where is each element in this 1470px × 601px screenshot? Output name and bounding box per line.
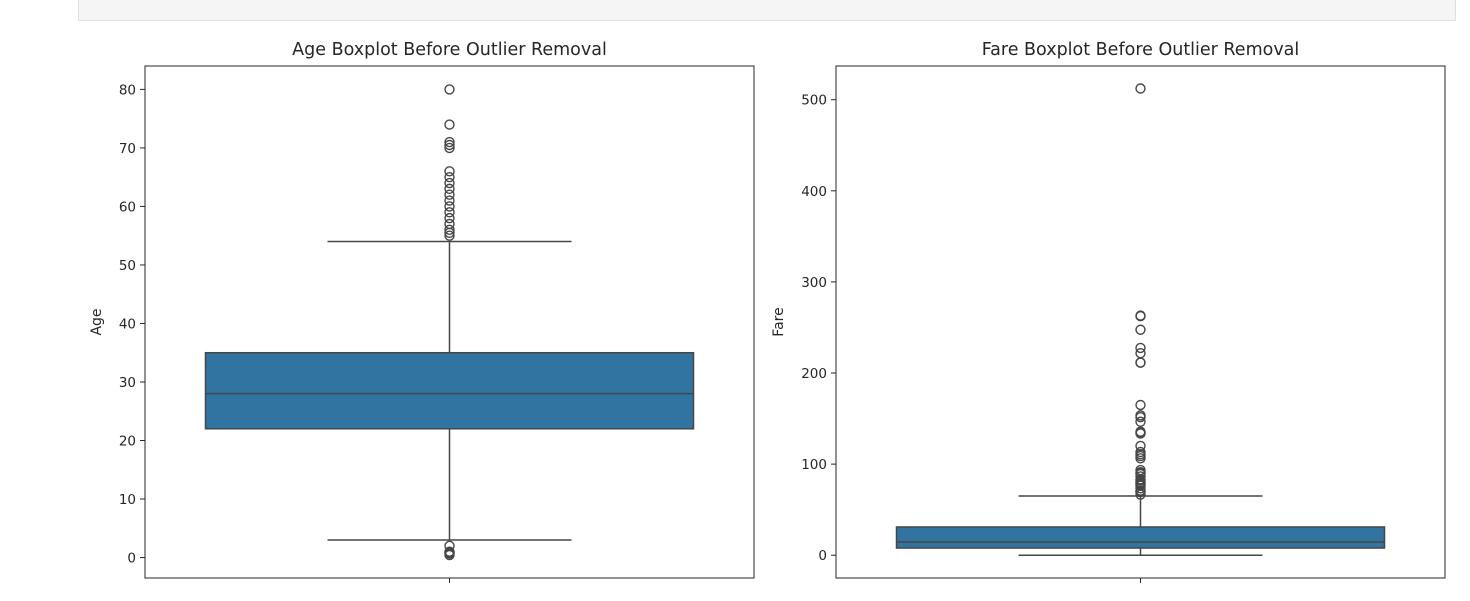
- age-plot-area: 0 10 20 30 40 50 60 70 80: [119, 65, 755, 583]
- fare-outlier-point: [1135, 446, 1146, 458]
- fare-y-tick-label: 100: [801, 457, 827, 473]
- fare-outlier-point: [1135, 310, 1146, 321]
- fare-y-tick-label: 200: [801, 366, 827, 382]
- age-outlier-point: [444, 212, 455, 224]
- age-outlier-point: [444, 177, 455, 189]
- fare-outlier-point: [1135, 416, 1146, 427]
- age-outlier-point: [444, 195, 455, 206]
- fare-outlier-point: [1135, 83, 1146, 94]
- fare-y-tick-label: 0: [818, 548, 827, 564]
- fare-axes-frame: [835, 65, 1446, 579]
- age-outlier-point: [444, 139, 455, 151]
- fare-y-tick-label: 300: [801, 275, 827, 291]
- age-outlier-point: [444, 201, 455, 212]
- fare-y-axis-label: Fare: [771, 307, 787, 336]
- age-outlier-point: [444, 546, 455, 557]
- age-y-tick-label: 0: [127, 551, 136, 567]
- age-outlier-point: [444, 84, 455, 95]
- age-outlier-point: [444, 230, 455, 241]
- fare-outlier-point: [1135, 347, 1146, 359]
- age-outlier-point: [444, 171, 455, 183]
- age-axes-frame: [144, 65, 755, 579]
- notebook-cell-top: [78, 0, 1456, 21]
- age-y-tick-label: 50: [119, 258, 136, 274]
- age-y-tick-label: 10: [119, 492, 136, 508]
- age-y-tick-label: 40: [119, 316, 136, 332]
- age-outlier-point: [444, 189, 455, 200]
- age-outlier-point: [444, 540, 455, 552]
- age-y-tick-label: 80: [119, 82, 136, 98]
- age-chart-title: Age Boxplot Before Outlier Removal: [292, 40, 607, 60]
- age-y-tick-label: 60: [119, 199, 136, 215]
- age-outlier-point: [444, 136, 455, 148]
- fare-outlier-point: [1135, 357, 1146, 368]
- age-outlier-point: [444, 224, 455, 236]
- fare-boxplot-panel: Fare Boxplot Before Outlier Removal Fare…: [771, 40, 1446, 583]
- age-y-tick-label: 30: [119, 375, 136, 391]
- age-outlier-point: [444, 119, 455, 130]
- fare-outlier-point: [1135, 426, 1146, 437]
- fare-outlier-point: [1135, 324, 1146, 335]
- fare-outlier-point: [1135, 440, 1146, 452]
- fare-outlier-point: [1135, 464, 1146, 476]
- age-boxplot-panel: Age Boxplot Before Outlier Removal Age 0…: [89, 40, 755, 583]
- fare-outlier-point: [1135, 399, 1146, 411]
- age-outlier-point: [444, 142, 455, 154]
- age-outlier-point: [444, 207, 455, 218]
- age-y-tick-label: 20: [119, 433, 136, 449]
- fare-iqr-box: [895, 526, 1386, 549]
- fare-chart-title: Fare Boxplot Before Outlier Removal: [982, 40, 1300, 60]
- fare-outlier-point: [1135, 410, 1146, 421]
- age-y-axis-label: Age: [89, 308, 105, 335]
- fare-y-tick-label: 400: [801, 184, 827, 200]
- fare-outlier-point: [1135, 342, 1146, 354]
- fare-plot-area: 0 100 200 300 400 500: [801, 65, 1446, 583]
- age-y-tick-label: 70: [119, 141, 136, 157]
- age-outlier-point: [444, 183, 455, 195]
- age-outlier-point: [444, 218, 455, 230]
- age-outlier-point: [444, 166, 455, 177]
- fare-y-tick-label: 500: [801, 93, 827, 109]
- age-iqr-box: [204, 351, 695, 430]
